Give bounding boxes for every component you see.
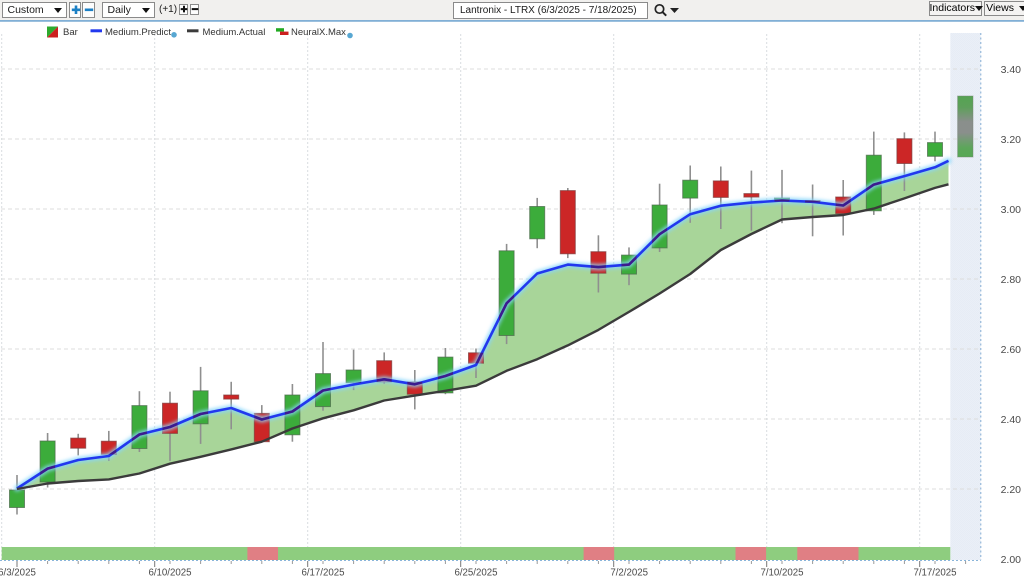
svg-text:Medium.Predict: Medium.Predict — [105, 27, 171, 38]
svg-text:Medium.Actual: Medium.Actual — [203, 27, 266, 38]
svg-text:7/2/2025: 7/2/2025 — [610, 568, 648, 579]
svg-text:7/10/2025: 7/10/2025 — [760, 568, 803, 579]
svg-text:Bar: Bar — [63, 27, 78, 38]
svg-text:2.60: 2.60 — [1001, 344, 1022, 356]
svg-text:6/25/2025: 6/25/2025 — [454, 568, 497, 579]
svg-text:2.20: 2.20 — [1001, 484, 1022, 496]
svg-text:3.20: 3.20 — [1001, 134, 1022, 146]
svg-text:6/17/2025: 6/17/2025 — [301, 568, 344, 579]
svg-text:3.00: 3.00 — [1001, 204, 1022, 216]
svg-text:NeuralX.Max: NeuralX.Max — [291, 27, 346, 38]
svg-text:2.00: 2.00 — [1001, 554, 1022, 566]
svg-text:2.80: 2.80 — [1001, 274, 1022, 286]
svg-text:6/10/2025: 6/10/2025 — [148, 568, 191, 579]
svg-text:7/17/2025: 7/17/2025 — [913, 568, 956, 579]
svg-text:6/3/2025: 6/3/2025 — [0, 568, 36, 579]
svg-text:2.40: 2.40 — [1001, 414, 1022, 426]
svg-text:3.40: 3.40 — [1001, 64, 1022, 76]
